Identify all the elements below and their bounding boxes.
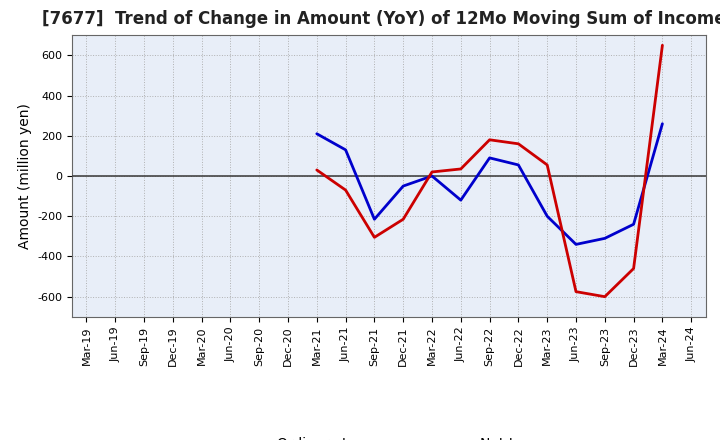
Net Income: [428, 169, 436, 175]
Net Income: [370, 235, 379, 240]
Ordinary Income: [428, 173, 436, 179]
Net Income: [629, 266, 638, 271]
Ordinary Income: [399, 183, 408, 189]
Net Income: [572, 289, 580, 294]
Net Income: [456, 166, 465, 172]
Y-axis label: Amount (million yen): Amount (million yen): [17, 103, 32, 249]
Net Income: [658, 43, 667, 48]
Ordinary Income: [658, 121, 667, 126]
Net Income: [341, 187, 350, 193]
Ordinary Income: [312, 131, 321, 136]
Ordinary Income: [514, 162, 523, 168]
Net Income: [399, 216, 408, 222]
Line: Ordinary Income: Ordinary Income: [317, 124, 662, 244]
Ordinary Income: [543, 213, 552, 219]
Title: [7677]  Trend of Change in Amount (YoY) of 12Mo Moving Sum of Incomes: [7677] Trend of Change in Amount (YoY) o…: [42, 10, 720, 28]
Net Income: [600, 294, 609, 299]
Ordinary Income: [629, 222, 638, 227]
Ordinary Income: [600, 236, 609, 241]
Ordinary Income: [341, 147, 350, 153]
Net Income: [514, 141, 523, 147]
Ordinary Income: [370, 216, 379, 222]
Net Income: [312, 167, 321, 172]
Ordinary Income: [485, 155, 494, 161]
Ordinary Income: [456, 198, 465, 203]
Net Income: [485, 137, 494, 143]
Ordinary Income: [572, 242, 580, 247]
Line: Net Income: Net Income: [317, 45, 662, 297]
Legend: Ordinary Income, Net Income: Ordinary Income, Net Income: [212, 431, 566, 440]
Net Income: [543, 162, 552, 168]
